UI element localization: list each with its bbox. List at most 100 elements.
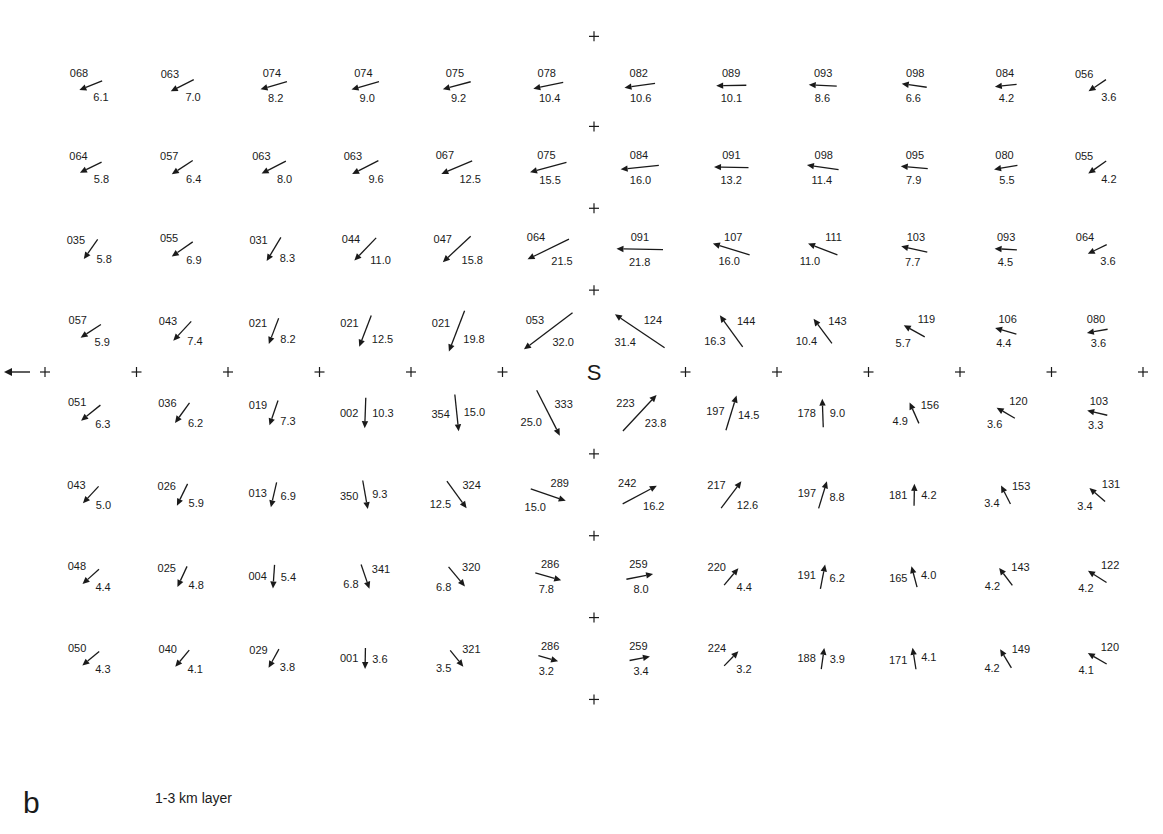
svg-text:16.0: 16.0: [630, 174, 651, 186]
svg-text:10.3: 10.3: [372, 407, 393, 419]
svg-text:048: 048: [68, 560, 86, 572]
svg-text:8.0: 8.0: [633, 583, 648, 595]
svg-text:057: 057: [160, 150, 178, 162]
svg-text:075: 075: [537, 149, 555, 161]
svg-text:078: 078: [538, 67, 556, 79]
svg-text:197: 197: [798, 487, 816, 499]
svg-text:001: 001: [340, 652, 358, 664]
svg-text:6.3: 6.3: [95, 418, 110, 430]
svg-text:120: 120: [1009, 395, 1027, 407]
svg-text:002: 002: [340, 407, 358, 419]
svg-text:044: 044: [342, 233, 360, 245]
svg-text:1-3 km layer: 1-3 km layer: [155, 790, 232, 806]
svg-text:004: 004: [248, 570, 266, 582]
svg-text:074: 074: [354, 67, 372, 79]
svg-text:6.8: 6.8: [343, 578, 358, 590]
svg-text:056: 056: [1075, 68, 1093, 80]
svg-text:12.6: 12.6: [737, 499, 758, 511]
svg-text:095: 095: [906, 149, 924, 161]
svg-text:259: 259: [629, 558, 647, 570]
svg-text:063: 063: [344, 150, 362, 162]
svg-text:107: 107: [724, 231, 742, 243]
svg-text:9.0: 9.0: [830, 407, 845, 419]
svg-text:4.2: 4.2: [984, 662, 999, 674]
svg-text:4.3: 4.3: [95, 663, 110, 675]
svg-text:12.5: 12.5: [372, 333, 393, 345]
svg-text:040: 040: [159, 643, 177, 655]
svg-text:3.8: 3.8: [280, 661, 295, 673]
svg-text:021: 021: [432, 317, 450, 329]
svg-text:3.3: 3.3: [1088, 419, 1103, 431]
svg-text:098: 098: [906, 67, 924, 79]
svg-text:4.2: 4.2: [985, 580, 1000, 592]
svg-text:286: 286: [541, 558, 559, 570]
svg-text:111: 111: [825, 231, 842, 243]
svg-text:8.2: 8.2: [280, 333, 295, 345]
svg-text:21.5: 21.5: [551, 255, 572, 267]
svg-text:084: 084: [630, 149, 648, 161]
svg-text:6.8: 6.8: [436, 581, 451, 593]
svg-text:10.1: 10.1: [721, 92, 742, 104]
svg-text:055: 055: [160, 232, 178, 244]
svg-text:053: 053: [526, 314, 544, 326]
svg-text:8.8: 8.8: [829, 491, 844, 503]
svg-text:026: 026: [158, 480, 176, 492]
svg-text:9.2: 9.2: [451, 92, 466, 104]
svg-text:3.6: 3.6: [1100, 255, 1115, 267]
svg-text:082: 082: [630, 67, 648, 79]
svg-text:4.4: 4.4: [737, 581, 752, 593]
svg-text:15.5: 15.5: [539, 174, 560, 186]
svg-text:14.5: 14.5: [738, 409, 759, 421]
svg-text:320: 320: [462, 561, 480, 573]
svg-text:7.7: 7.7: [905, 256, 920, 268]
svg-text:6.1: 6.1: [93, 91, 108, 103]
svg-text:019: 019: [249, 399, 267, 411]
svg-text:286: 286: [541, 640, 559, 652]
svg-text:11.0: 11.0: [370, 254, 391, 266]
svg-text:8.0: 8.0: [277, 173, 292, 185]
svg-text:5.0: 5.0: [96, 499, 111, 511]
svg-text:21.8: 21.8: [629, 256, 650, 268]
svg-text:025: 025: [158, 562, 176, 574]
svg-text:11.0: 11.0: [800, 255, 821, 267]
svg-text:7.8: 7.8: [539, 583, 554, 595]
svg-text:106: 106: [998, 313, 1016, 325]
svg-text:4.1: 4.1: [921, 651, 936, 663]
svg-text:080: 080: [1087, 313, 1105, 325]
svg-text:4.2: 4.2: [999, 92, 1014, 104]
svg-text:120: 120: [1101, 641, 1119, 653]
svg-text:143: 143: [1011, 561, 1029, 573]
svg-text:7.0: 7.0: [185, 91, 200, 103]
svg-text:191: 191: [798, 569, 816, 581]
svg-text:4.4: 4.4: [996, 337, 1011, 349]
svg-text:156: 156: [921, 399, 939, 411]
svg-text:217: 217: [707, 479, 725, 491]
svg-text:178: 178: [797, 407, 815, 419]
svg-text:9.6: 9.6: [368, 173, 383, 185]
svg-text:4.0: 4.0: [921, 569, 936, 581]
svg-text:098: 098: [815, 149, 833, 161]
svg-text:031: 031: [249, 234, 267, 246]
svg-text:063: 063: [252, 150, 270, 162]
svg-text:067: 067: [436, 149, 454, 161]
svg-text:b: b: [23, 786, 40, 819]
svg-text:25.0: 25.0: [521, 416, 542, 428]
svg-text:4.4: 4.4: [95, 581, 110, 593]
svg-text:043: 043: [67, 479, 85, 491]
svg-text:029: 029: [249, 644, 267, 656]
svg-text:3.6: 3.6: [372, 653, 387, 665]
svg-text:074: 074: [263, 67, 281, 79]
svg-text:5.8: 5.8: [94, 173, 109, 185]
svg-text:3.6: 3.6: [987, 418, 1002, 430]
svg-text:165: 165: [889, 572, 907, 584]
svg-text:035: 035: [67, 234, 85, 246]
svg-text:15.8: 15.8: [462, 254, 483, 266]
svg-text:3.4: 3.4: [984, 497, 999, 509]
svg-text:3.5: 3.5: [436, 662, 451, 674]
svg-text:4.5: 4.5: [998, 256, 1013, 268]
svg-text:021: 021: [340, 317, 358, 329]
svg-text:124: 124: [644, 314, 662, 326]
svg-text:224: 224: [708, 642, 726, 654]
svg-text:8.3: 8.3: [280, 252, 295, 264]
svg-text:171: 171: [889, 654, 907, 666]
